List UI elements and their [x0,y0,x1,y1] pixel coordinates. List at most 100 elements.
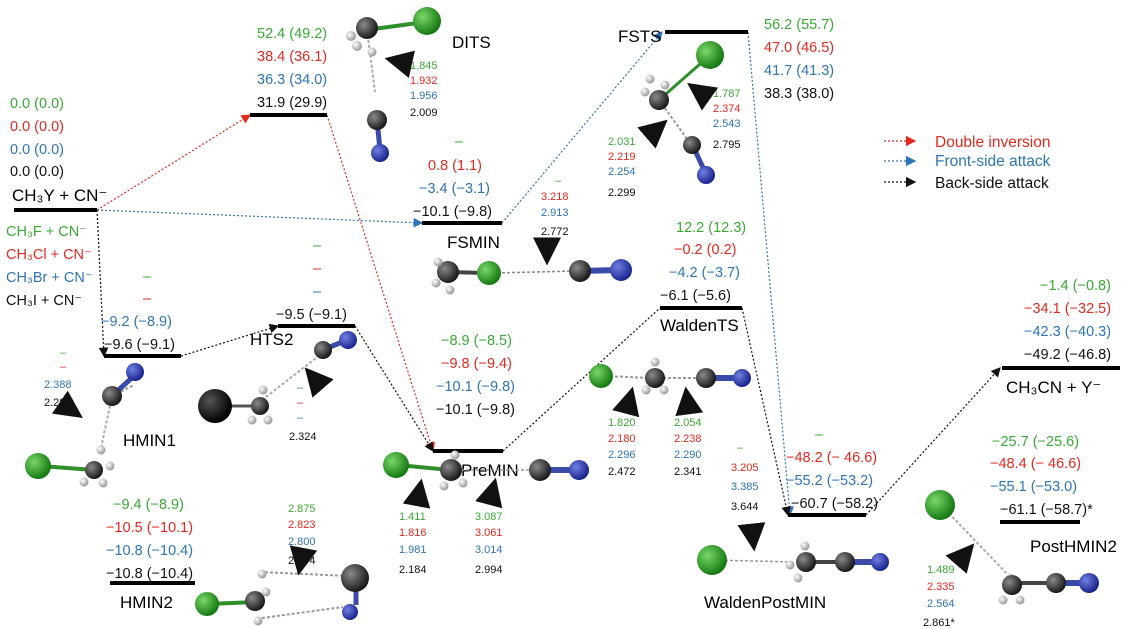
line-back-side-3 [354,325,434,453]
dist-FSTS-a-Br: 2.543 [713,118,741,130]
pointer-arrow-icon [304,367,334,398]
label-products: CH₃CN + Y⁻ [1006,378,1101,397]
dist-HMIN1-Br: 2.388 [44,379,72,391]
energy-DITS-I: 31.9 (29.9) [257,95,327,111]
system-Cl: CH₃Cl + CN⁻ [6,247,92,263]
dist-WaldenPostMIN-Br: 3.385 [731,481,759,493]
energy-PreMIN-I: −10.1 (−9.8) [436,402,515,418]
line-front-side-2 [501,31,663,224]
structure-FSTS [637,41,724,184]
dist-PreMIN-a-I: 2.184 [399,564,427,576]
energy-HMIN1-I: −9.6 (−9.1) [104,337,175,353]
structure-PostHMIN2 [925,490,1099,605]
energy-FSTS-Br: 41.7 (41.3) [764,63,834,79]
energy-PreMIN-Cl: −9.8 (−9.4) [441,356,512,372]
energy-HTS2-Cl: – [313,261,322,277]
structure-HTS2 [198,331,357,425]
line-front-side-1 [96,209,424,228]
system-I: CH₃I + CN⁻ [6,293,82,309]
dist-PreMIN-b-I: 2.994 [475,564,503,576]
dist-PostHMIN2-Br: 2.564 [927,598,955,610]
pointer-arrow-icon [612,386,640,418]
line-back-side-4 [502,307,661,452]
energy-PostHMIN2-Cl: −48.4 (− 46.6) [990,456,1081,472]
dist-PreMIN-a-F: 1.411 [399,511,426,523]
pointer-arrow-icon [637,119,668,149]
label-WaldenTS: WaldenTS [660,316,739,335]
dist-PreMIN-b-Br: 3.014 [475,544,503,556]
dist-FSMIN-Br: 2.913 [541,207,569,219]
energy-WaldenTS-Br: −4.2 (−3.7) [669,265,740,281]
structure-DITS [346,7,441,162]
line-front-side-3 [747,31,795,517]
dist-FSTS-b-Br: 2.254 [608,166,636,178]
pathway-lines [96,31,1001,517]
dist-WaldenPostMIN-F: – [737,442,744,454]
energy-PreMIN-Br: −10.1 (−9.8) [436,379,515,395]
energy-HTS2-F: – [313,238,322,254]
dist-FSMIN-F: – [555,175,562,187]
label-FSMIN: FSMIN [447,233,500,252]
line-double-inversion-1 [96,114,252,211]
structure-FSMIN [431,237,632,295]
label-reactants: CH₃Y + CN⁻ [12,186,107,205]
label-FSTS: FSTS [618,27,661,46]
state-labels: CH₃Y + CN⁻ DITS FSTS FSMIN HMIN1 HTS2 Pr… [12,27,1117,612]
legend-double-inversion: Double inversion [935,134,1050,151]
pointer-arrow-icon [475,477,503,509]
energy-HMIN2-Cl: −10.5 (−10.1) [106,520,193,536]
energy-WaldenTS-F: 12.2 (12.3) [676,220,746,236]
energy-PostHMIN2-F: −25.7 (−25.6) [992,434,1079,450]
dist-HMIN2-Cl: 2.823 [288,519,316,531]
energy-PostHMIN2-I: −61.1 (−58.7)* [1000,502,1093,518]
energy-PostHMIN2-Br: −55.1 (−53.0) [990,479,1077,495]
energy-HMIN1-Br: −9.2 (−8.9) [101,314,172,330]
pointer-arrow-icon [384,50,415,78]
dist-PostHMIN2-Cl: 2.335 [927,581,955,593]
dist-FSTS-b-F: 2.031 [608,136,636,148]
dist-WaldenTS-b-Br: 2.290 [674,449,702,461]
energy-WaldenTS-Cl: −0.2 (0.2) [674,242,736,258]
pointer-arrow-icon [675,386,704,417]
dist-FSTS-b-I: 2.299 [608,187,636,199]
dist-FSTS-a-I: 2.795 [713,139,741,151]
dist-DITS-Br: 1.956 [410,90,438,102]
energy-products-I: −49.2 (−46.8) [1024,347,1111,363]
bond-distances: 1.845 1.932 1.956 2.009 1.787 2.374 2.54… [44,60,956,629]
dist-PostHMIN2-I: 2.861* [923,617,956,629]
energy-FSTS-Cl: 47.0 (46.5) [764,40,834,56]
energy-WaldenPostMIN-Cl: −48.2 (− 46.6) [786,450,877,466]
dist-DITS-I: 2.009 [410,107,438,119]
energy-DITS-Br: 36.3 (34.0) [257,72,327,88]
energy-FSTS-I: 38.3 (38.0) [764,86,834,102]
energy-reactants-Cl: 0.0 (0.0) [10,119,64,135]
legend: Double inversion Front-side attack Back-… [884,134,1051,192]
dist-WaldenTS-a-Cl: 2.180 [608,433,636,445]
dist-PreMIN-a-Cl: 1.816 [399,527,427,539]
dist-PreMIN-b-F: 3.087 [475,511,503,523]
energy-values: 0.0 (0.0) 0.0 (0.0) 0.0 (0.0) 0.0 (0.0) … [6,17,1111,582]
dist-WaldenTS-a-F: 1.820 [608,417,636,429]
energy-products-F: −1.4 (−0.8) [1040,278,1111,294]
energy-PreMIN-F: −8.9 (−8.5) [441,333,512,349]
pointer-arrow-icon [289,545,318,576]
dist-FSTS-a-F: 1.787 [713,88,741,100]
energy-WaldenPostMIN-Br: −55.2 (−53.2) [786,473,873,489]
dist-WaldenPostMIN-Cl: 3.205 [731,462,759,474]
energy-HMIN1-Cl: – [143,291,152,307]
pointer-arrow-icon [687,82,719,111]
energy-WaldenPostMIN-I: −60.7 (−58.2) [791,496,878,512]
dist-FSMIN-Cl: 3.218 [541,191,569,203]
energy-HMIN2-I: −10.8 (−10.4) [106,566,193,582]
line-back-side-5 [741,307,791,517]
dist-WaldenTS-b-Cl: 2.238 [674,433,702,445]
dist-FSTS-a-Cl: 2.374 [713,103,741,115]
label-HTS2: HTS2 [250,330,293,349]
energy-HMIN2-Br: −10.8 (−10.4) [106,543,193,559]
system-F: CH₃F + CN⁻ [6,224,87,240]
dist-HTS2-I: 2.324 [289,431,317,443]
dist-WaldenTS-a-Br: 2.296 [608,449,636,461]
line-double-inversion-2 [326,114,436,453]
energy-HTS2-I: −9.5 (−9.1) [276,307,347,323]
